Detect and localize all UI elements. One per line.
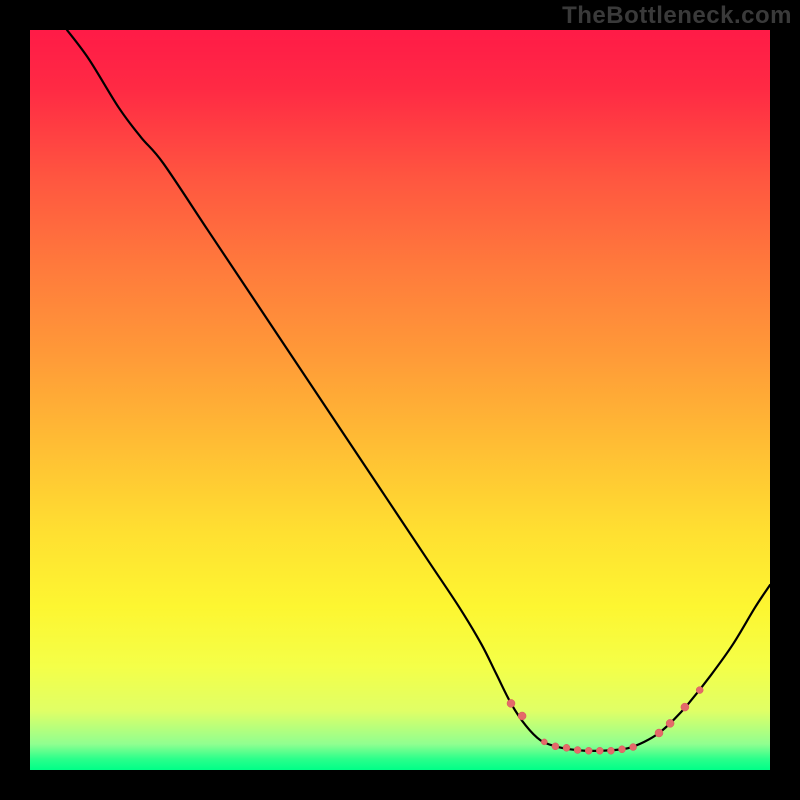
optimal-marker (696, 687, 703, 694)
optimal-marker (681, 703, 689, 711)
optimal-marker (596, 747, 603, 754)
optimal-marker (666, 719, 674, 727)
optimal-marker (563, 744, 570, 751)
chart-stage: TheBottleneck.com (0, 0, 800, 800)
optimal-marker (585, 747, 592, 754)
optimal-marker (630, 744, 637, 751)
optimal-marker (518, 712, 526, 720)
optimal-marker (607, 747, 614, 754)
optimal-marker (507, 699, 515, 707)
bottleneck-chart (30, 30, 770, 770)
optimal-marker (574, 747, 581, 754)
optimal-marker (655, 729, 663, 737)
optimal-marker (552, 743, 559, 750)
watermark-text: TheBottleneck.com (562, 2, 792, 30)
chart-background (30, 30, 770, 770)
optimal-marker (541, 739, 547, 745)
optimal-marker (619, 746, 626, 753)
